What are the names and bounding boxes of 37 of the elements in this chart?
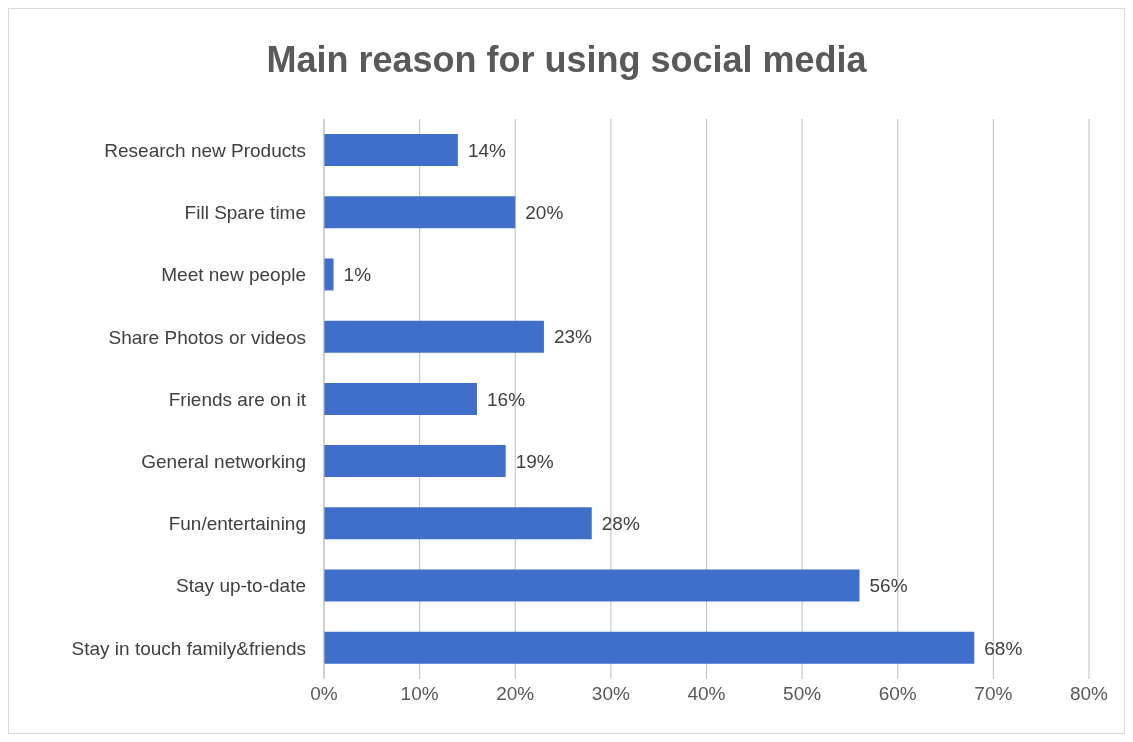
data-label: 68% — [984, 637, 1023, 659]
bar — [324, 631, 975, 664]
y-tick-label: Fill Spare time — [184, 202, 306, 224]
y-tick-label: Share Photos or videos — [108, 326, 306, 348]
y-tick-label: Meet new people — [161, 264, 306, 286]
data-label: 56% — [869, 575, 908, 597]
bar — [324, 196, 516, 229]
chart-title: Main reason for using social media — [265, 38, 868, 82]
y-tick-label: Fun/entertaining — [168, 513, 306, 535]
data-label: 23% — [553, 326, 593, 348]
data-label: 1% — [343, 264, 372, 286]
bar — [324, 569, 860, 602]
data-label: 14% — [467, 139, 507, 161]
x-tick-label: 0% — [310, 683, 338, 705]
bar — [324, 445, 506, 478]
x-tick-label: 10% — [400, 683, 439, 705]
x-tick-label: 30% — [591, 683, 630, 705]
y-tick-label: General networking — [141, 450, 306, 472]
bar — [324, 507, 592, 540]
data-label: 19% — [515, 450, 554, 472]
data-label: 20% — [525, 201, 564, 223]
x-tick-label: 80% — [1069, 683, 1109, 705]
x-tick-label: 20% — [496, 683, 535, 705]
y-tick-label: Friends are on it — [168, 388, 307, 410]
y-tick-label: Stay up-to-date — [176, 575, 306, 597]
bar — [324, 134, 458, 166]
bar — [324, 320, 544, 353]
x-tick-label: 40% — [687, 683, 726, 705]
data-label: 28% — [601, 513, 640, 535]
x-tick-label: 60% — [878, 683, 917, 705]
y-tick-label: Stay in touch family&friends — [71, 637, 306, 659]
bar — [324, 382, 477, 415]
x-tick-label: 50% — [783, 683, 822, 705]
x-tick-label: 70% — [974, 683, 1013, 705]
data-label: 16% — [487, 388, 526, 410]
y-tick-label: Research new Products — [104, 139, 306, 161]
bar — [324, 258, 334, 291]
